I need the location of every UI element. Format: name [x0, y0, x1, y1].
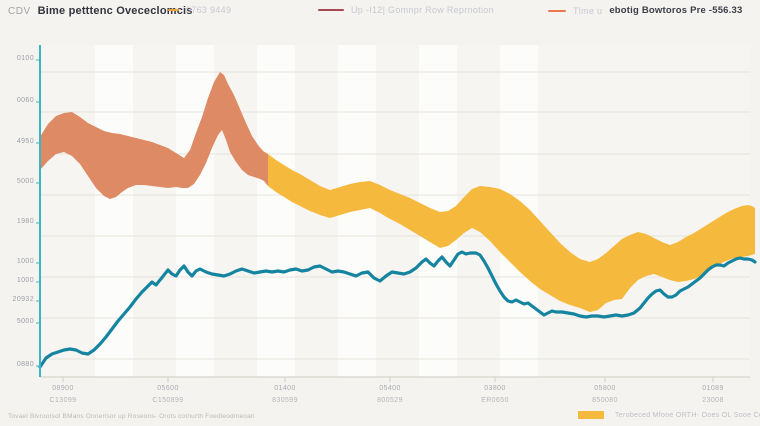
source-label: CDV — [8, 6, 31, 17]
legend-line-icon — [548, 9, 566, 12]
legend-label-light: Tlme u — [573, 5, 603, 16]
legend-line-icon — [318, 9, 344, 11]
legend-swatch-icon — [578, 411, 604, 419]
background-stripe — [95, 45, 133, 377]
legend-item-1[interactable]: 0763 9449 — [168, 5, 231, 15]
teal-line — [38, 250, 757, 369]
legend-item-2[interactable]: Up -I12| Gomnpr Row Reprnotion — [318, 5, 494, 15]
footer-legend-label: Terobeced Mfooe ORTH- Ooes OL Sooe Conal — [615, 411, 760, 419]
legend-label-value: ebotig Bowtoros Pre -556.33 — [609, 5, 743, 16]
footer-caption: Tovael Blvrootsol BMans Onnerisor up Ros… — [8, 413, 255, 420]
background-stripe — [257, 45, 295, 377]
title-group: CDV Bime petttenc Ovececlomcis — [8, 5, 193, 17]
legend-label: 0763 9449 — [186, 5, 232, 15]
band-salmon — [40, 72, 268, 199]
legend-item-3[interactable]: Tlme u ebotig Bowtoros Pre -556.33 — [548, 5, 742, 16]
page-title: Bime petttenc Ovececlomcis — [37, 5, 193, 17]
header: CDV Bime petttenc Ovececlomcis 0763 9449… — [0, 0, 760, 28]
footer-legend[interactable]: Terobeced Mfooe ORTH- Ooes OL Sooe Conal — [578, 411, 760, 419]
legend-label: Up -I12| Gomnpr Row Reprnotion — [351, 5, 494, 15]
legend-dash-icon — [168, 9, 179, 11]
band-yellow — [268, 154, 755, 312]
background-stripe — [176, 45, 214, 377]
